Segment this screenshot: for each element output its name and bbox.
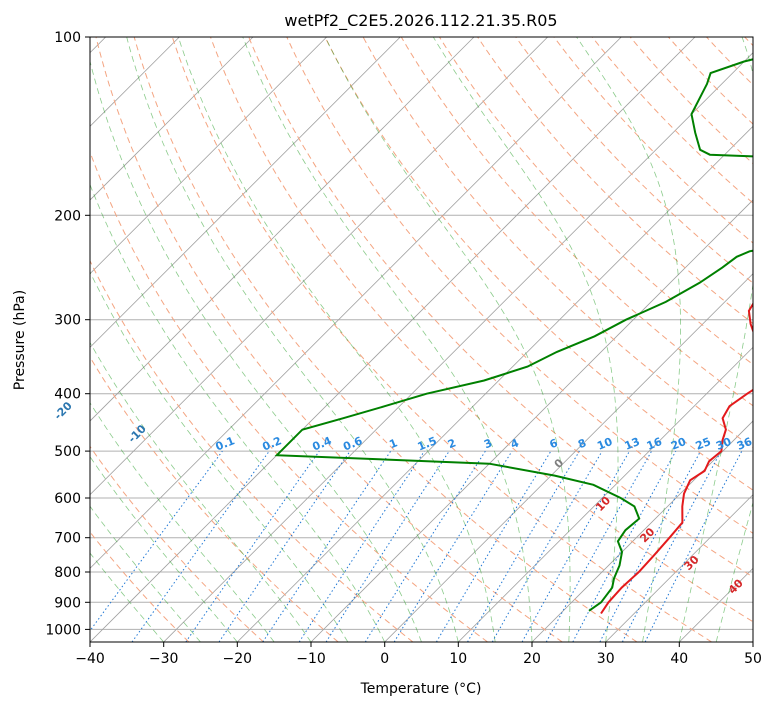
mixing-ratio-label: 20: [669, 435, 688, 453]
dry-adiabat-line: [90, 445, 264, 642]
mixing-ratio-label: 3: [482, 436, 494, 451]
mixing-ratio-line: [435, 450, 552, 642]
dry-adiabat-line: [400, 37, 753, 407]
y-tick-label: 300: [54, 313, 81, 329]
dry-adiabat-line: [629, 37, 753, 165]
mixing-ratio-line: [185, 450, 320, 642]
isotherm-line: [90, 37, 475, 422]
dry-adiabat-line: [90, 259, 414, 642]
mixing-ratio-label: 10: [595, 435, 614, 453]
x-tick-label: 10: [449, 651, 467, 667]
moist-adiabat-line: [90, 271, 349, 642]
moist-adiabat-line: [90, 455, 238, 642]
mixing-ratio-line: [545, 450, 653, 642]
moist-adiabat-line: [90, 183, 386, 642]
y-tick-label: 100: [54, 30, 81, 46]
x-tick-label: −30: [149, 651, 179, 667]
temperature-trace: [600, 302, 753, 615]
x-tick-label: 30: [597, 651, 615, 667]
isotherm-line: [605, 494, 753, 642]
mixing-ratio-line: [572, 450, 677, 642]
dry-adiabat-line: [95, 37, 563, 642]
moist-adiabat-line: [90, 59, 422, 642]
y-tick-label: 200: [54, 208, 81, 224]
isotherm-line: [458, 346, 753, 642]
moist-adiabat-line: [576, 37, 681, 642]
mixing-ratio-label: 25: [694, 435, 713, 453]
dry-adiabat-line: [248, 37, 753, 578]
y-tick-label: 600: [54, 491, 81, 507]
dry-adiabat-line: [362, 37, 753, 449]
x-tick-label: 50: [744, 651, 762, 667]
moist-adiabat-line: [177, 37, 496, 642]
x-tick-label: 20: [523, 651, 541, 667]
moist-adiabat-line: [242, 37, 533, 642]
x-tick-label: −20: [223, 651, 253, 667]
dry-adiabat-line: [515, 37, 753, 284]
isotherm-line: [237, 125, 753, 642]
mixing-ratio-label: 2: [446, 436, 458, 451]
y-axis-label: Pressure (hPa): [12, 290, 28, 390]
moist-adiabat-line: [90, 505, 201, 642]
moist-adiabat-line: [432, 37, 619, 642]
dewpoint-trace: [274, 58, 753, 612]
isotherm-line: [163, 52, 753, 642]
x-tick-label: 40: [670, 651, 688, 667]
plot-frame: [89, 36, 754, 643]
mixing-ratio-label: 16: [645, 435, 664, 453]
mixing-ratio-line: [325, 450, 450, 642]
dry-adiabat-line: [591, 37, 753, 204]
isotherm-line: [90, 37, 696, 642]
isotherm-line: [90, 37, 327, 275]
y-tick-label: 400: [54, 387, 81, 403]
isotherm-line: [90, 37, 622, 569]
axis-ticks: −40 −30 −20 −10 0 10 20 30 40 50 100 200 300 400 500 60…: [45, 30, 762, 667]
isotherm-line: [90, 37, 548, 496]
y-tick-label: 900: [54, 595, 81, 611]
y-tick-label: 1000: [45, 622, 81, 638]
mixing-ratio-label: 1: [387, 436, 399, 451]
x-axis-label: Temperature (°C): [360, 681, 482, 697]
dry-adiabat-line: [210, 37, 753, 623]
y-tick-label: 800: [54, 565, 81, 581]
mixing-ratio-line: [90, 450, 223, 632]
moist-adiabat-line: [324, 37, 571, 642]
mixing-ratio-label: 13: [623, 435, 642, 453]
moist-adiabat-line: [715, 501, 753, 642]
mixing-ratio-label: 30: [714, 435, 733, 453]
chart-title: wetPf2_C2E5.2026.112.21.35.R05: [284, 11, 557, 31]
mixing-ratio-line: [467, 450, 580, 642]
mixing-ratio-line: [218, 450, 351, 642]
x-tick-label: −10: [296, 651, 326, 667]
plot-area: [90, 37, 753, 642]
mixing-ratio-label: 36: [735, 435, 754, 453]
mixing-ratio-line: [491, 450, 603, 642]
moist-adiabat-line: [90, 402, 275, 642]
mixing-ratio-line: [364, 450, 486, 642]
mixing-ratio-label: 8: [576, 436, 588, 451]
isotherm-line: [90, 37, 254, 201]
dry-adiabat-line: [324, 37, 753, 491]
dry-adiabat-line: [133, 37, 638, 642]
x-tick-label: −40: [75, 651, 105, 667]
isotherm-line: [531, 420, 753, 642]
isotherm-line: [384, 273, 753, 642]
mixing-ratio-line: [131, 450, 270, 642]
y-tick-label: 500: [54, 444, 81, 460]
y-tick-label: 700: [54, 531, 81, 547]
moist-adiabat-line: [678, 37, 753, 642]
dry-adiabat-line: [477, 37, 753, 325]
x-tick-label: 0: [380, 651, 389, 667]
mixing-ratio-line: [521, 450, 630, 642]
isotherm-line: [90, 37, 401, 348]
moist-adiabat-line: [126, 37, 459, 642]
mixing-ratio-line: [393, 450, 513, 642]
